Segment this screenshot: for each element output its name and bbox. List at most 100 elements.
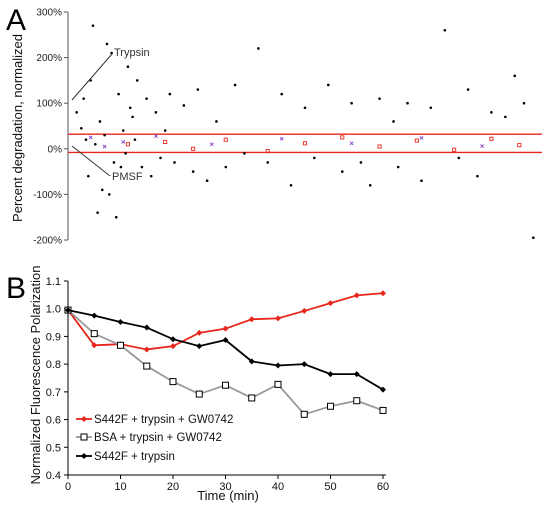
panel-a-point: [429, 106, 433, 110]
panel-a-point: [153, 134, 158, 138]
panel-a-point: [94, 142, 97, 146]
panel-a-point: [75, 111, 78, 114]
panel-a-point: [87, 174, 90, 178]
trypsin-annotation: Trypsin: [114, 47, 150, 59]
legend-label: S442F + trypsin + GW0742: [94, 414, 233, 426]
panel-a-point: [368, 183, 372, 187]
panel-a-point: [96, 211, 99, 214]
panel-a-point: [302, 141, 308, 146]
panel-b-data-point: [195, 390, 203, 398]
panel-a-point-stroke: [480, 144, 484, 148]
panel-a-point: [349, 141, 354, 146]
panel-a-y-tick-label: 0%: [48, 144, 63, 155]
panel-b-data-point: [91, 312, 98, 319]
panel-a-points: [75, 24, 535, 240]
panel-a-y-tick-label: -100%: [33, 190, 62, 201]
panel-a-point: [182, 104, 186, 107]
panel-b-data-point: [222, 337, 229, 344]
panel-a-point: [340, 135, 345, 140]
legend-entry-3: S442F + trypsin: [76, 451, 175, 463]
pmsf-leader-line: [71, 145, 111, 177]
panel-b-series-line: [67, 309, 384, 391]
panel-a-point-stroke: [121, 140, 126, 144]
panel-a-point: [420, 179, 423, 183]
panel-b-data-point: [222, 325, 229, 332]
panel-a-point: [145, 97, 148, 100]
panel-a-y-tick-label: 100%: [36, 99, 62, 110]
panel-a-point: [327, 83, 330, 87]
panel-a-point: [522, 101, 526, 105]
legend-entry-2: BSA + trypsin + GW0742: [76, 432, 222, 444]
panel-a-point: [406, 101, 409, 105]
panel-b-data-point: [353, 397, 361, 405]
panel-a-point: [124, 152, 127, 155]
panel-a-point: [149, 174, 153, 178]
panel-a-point: [257, 47, 260, 50]
panel-b-data-point: [170, 336, 176, 343]
panel-a-point: [392, 120, 395, 123]
panel-b-data-point: [196, 329, 203, 336]
panel-b-x-tick-label: 0: [65, 481, 71, 493]
panel-b-letter: B: [6, 272, 26, 305]
panel-a-point: [110, 51, 113, 55]
panel-a-point: [476, 174, 479, 178]
panel-b-data-point: [327, 371, 334, 378]
panel-a-letter: A: [6, 4, 26, 37]
panel-a-point: [532, 236, 535, 240]
panel-a-point: [243, 152, 246, 155]
panel-b-data-point: [380, 386, 386, 393]
panel-a-point: [114, 215, 118, 219]
panel-a-point: [196, 88, 200, 91]
panel-a-point: [265, 149, 270, 154]
panel-b-y-tick-label: 0.6: [46, 415, 61, 427]
panel-a-point: [466, 88, 470, 91]
panel-a-point: [205, 179, 209, 183]
panel-b-data-point: [170, 343, 176, 350]
panel-a-point: [82, 97, 85, 100]
panel-a-point: [452, 147, 457, 152]
panel-a-threshold-lines: [68, 133, 542, 154]
panel-b-data-point: [65, 307, 71, 314]
panel-a-point: [102, 144, 107, 149]
panel-b-data-point: [143, 346, 150, 353]
trypsin-leader-line: [71, 53, 113, 101]
panel-a-point: [159, 156, 162, 160]
panel-a-point: [163, 139, 168, 145]
panel-a-point: [105, 42, 109, 46]
panel-a-point: [80, 126, 83, 130]
panel-a-point: [125, 142, 130, 147]
panel-a-point: [112, 161, 116, 164]
panel-b-x-tick-label: 30: [219, 481, 231, 493]
panel-b-data-point: [379, 406, 387, 414]
legend-swatch-marker: [80, 433, 88, 441]
panel-b-data-point: [301, 307, 308, 314]
panel-b-x-tick-label: 20: [167, 481, 179, 493]
panel-a-point: [107, 193, 111, 196]
panel-a-point: [377, 144, 382, 149]
panel-a-point: [91, 24, 95, 27]
panel-a-point: [313, 156, 316, 160]
panel-a-point: [173, 161, 176, 164]
panel-a-point: [88, 135, 93, 140]
panel-b-series-1: [65, 290, 386, 353]
panel-b-data-point: [301, 361, 308, 368]
panel-b-x-ticks: 0 10 20 30 40 50 60: [65, 475, 389, 493]
panel-a-point: [443, 28, 447, 32]
panel-a-point: [457, 156, 461, 160]
panel-a-point: [224, 165, 228, 169]
panel-a-point: [191, 170, 195, 173]
panel-b-y-tick-label: 0.8: [46, 359, 61, 371]
panel-a-y-tick-label: 300%: [36, 8, 62, 19]
panel-a-y-tick-label: 200%: [36, 53, 62, 64]
panel-b-data-point: [90, 330, 98, 338]
panel-b-y-tick-label: 0.5: [46, 442, 61, 454]
legend-swatch-marker: [81, 453, 87, 459]
panel-a-point: [140, 165, 144, 169]
panel-b: B Normalized Fluorescence Polarization T…: [6, 266, 389, 503]
panel-b-data-point: [353, 371, 360, 378]
legend-label: S442F + trypsin: [94, 451, 175, 463]
panel-b-data-point: [248, 358, 255, 365]
panel-b-x-tick-label: 40: [272, 481, 284, 493]
panel-b-data-point: [248, 394, 256, 402]
panel-a-point: [168, 92, 172, 96]
